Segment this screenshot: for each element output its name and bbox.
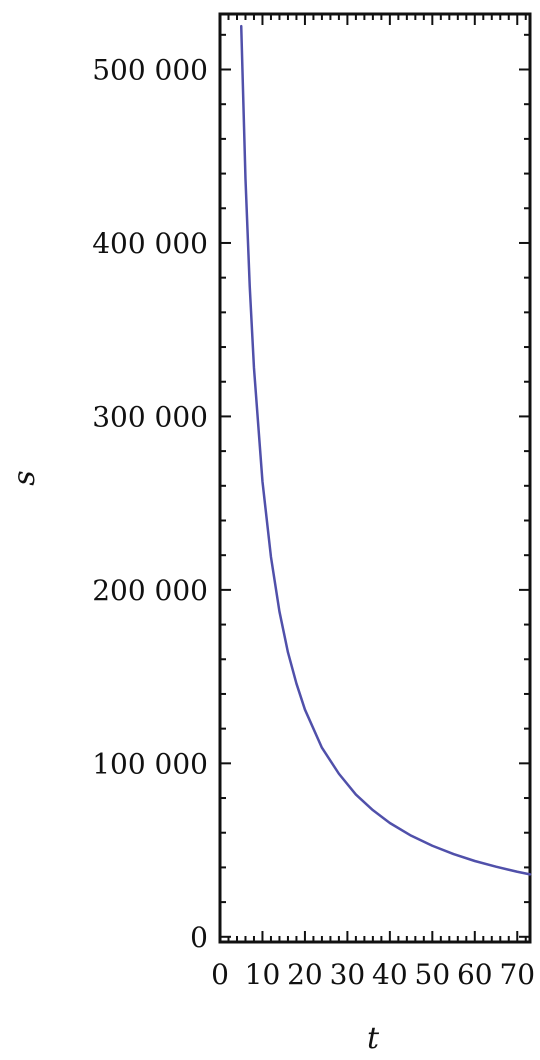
x-axis-label: t (367, 1021, 380, 1056)
y-tick-label: 500 000 (92, 54, 208, 87)
x-tick-label: 60 (457, 958, 493, 991)
ticks-layer (219, 14, 530, 942)
series-layer (239, 24, 532, 876)
y-axis-label: s (7, 470, 42, 485)
x-tick-label: 20 (287, 958, 323, 991)
x-tick-label: 30 (330, 958, 366, 991)
series-line-0 (239, 24, 532, 876)
x-tick-label: 40 (372, 958, 408, 991)
y-tick-label: 200 000 (92, 574, 208, 607)
tick-labels-layer: 0 100 000 200 000 300 000 400 000 500 000 0 10 2… (92, 54, 535, 991)
x-tick-label: 50 (415, 958, 451, 991)
y-tick-label: 400 000 (92, 227, 208, 260)
plot-frame-layer (218, 12, 532, 944)
x-tick-label: 10 (245, 958, 281, 991)
x-tick-label: 70 (499, 958, 535, 991)
y-tick-label: 300 000 (92, 400, 208, 433)
y-tick-label: 0 (190, 921, 208, 954)
y-tick-label: 100 000 (92, 747, 208, 780)
plot-frame (218, 12, 532, 944)
x-tick-label: 0 (211, 958, 229, 991)
